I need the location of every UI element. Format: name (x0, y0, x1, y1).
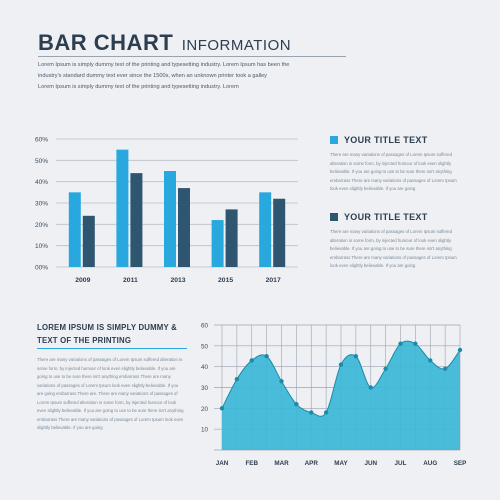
data-point (428, 358, 433, 363)
y-tick-label: 40 (201, 364, 209, 371)
data-point (234, 376, 240, 382)
bar (211, 220, 224, 267)
bar (82, 215, 95, 267)
data-point (413, 341, 418, 346)
data-point (368, 385, 373, 390)
intro-line: Lorem Ipsum is simply dummy text of the … (38, 62, 290, 68)
x-tick-label: JUL (395, 460, 407, 467)
y-tick-label: 50 (201, 343, 209, 350)
x-tick-label: JAN (216, 460, 229, 467)
legend-title: YOUR TITLE TEXT (344, 135, 428, 145)
side-divider (37, 348, 187, 349)
y-tick-label: 60 (201, 323, 209, 330)
data-point (279, 379, 284, 384)
y-tick-label: 30 (201, 385, 209, 392)
legend-swatch (330, 213, 338, 221)
intro-line: industry's standard dummy text ever sinc… (38, 73, 267, 79)
bar (225, 209, 238, 267)
data-point (442, 366, 448, 371)
bar (68, 192, 81, 267)
x-tick-label: MAR (274, 460, 289, 467)
x-tick-label: APR (305, 460, 319, 467)
x-tick-label: AUG (423, 460, 437, 467)
y-tick-label: 60% (35, 137, 48, 144)
data-point (249, 358, 254, 363)
legend-item-1: YOUR TITLE TEXT There are many variation… (330, 135, 460, 194)
x-tick-label: 2013 (170, 277, 185, 284)
x-tick-label: 2009 (75, 277, 90, 284)
y-tick-label: 10% (35, 243, 48, 250)
data-point (383, 366, 388, 371)
bar (116, 149, 129, 267)
x-tick-label: 2011 (123, 277, 138, 284)
bar (164, 171, 176, 267)
legend-title: YOUR TITLE TEXT (344, 212, 428, 222)
x-tick-label: 2017 (266, 277, 281, 284)
y-tick-label: 40% (35, 179, 48, 186)
data-point (338, 362, 344, 367)
x-tick-label: SEP (454, 460, 467, 467)
title-sub: INFORMATION (181, 37, 292, 54)
data-point (219, 406, 225, 411)
bar (273, 198, 286, 267)
data-point (457, 347, 463, 353)
data-point (294, 401, 299, 407)
title-divider (38, 56, 346, 57)
legend-swatch (330, 136, 338, 144)
page-title: BAR CHART INFORMATION (38, 30, 291, 56)
side-paragraph: There are many variations of passages of… (37, 357, 184, 430)
data-point (323, 410, 329, 415)
x-tick-label: JUN (364, 460, 377, 467)
legend-description: There are many variations of passages of… (330, 229, 457, 268)
y-tick-label: 20% (35, 222, 48, 229)
y-tick-label: 10 (201, 427, 209, 434)
data-point (309, 410, 314, 415)
side-heading: LOREM IPSUM IS SIMPLY DUMMY & TEXT OF TH… (37, 323, 177, 345)
intro-text: Lorem Ipsum is simply dummy text of the … (38, 60, 348, 93)
area-fill (222, 341, 460, 450)
y-tick-label: 20 (201, 406, 209, 413)
legend-item-2: YOUR TITLE TEXT There are many variation… (330, 212, 460, 271)
y-tick-label: 30% (35, 201, 48, 208)
intro-line: Lorem Ipsum is simply dummy text of the … (38, 84, 239, 90)
y-tick-label: 00% (35, 265, 48, 272)
x-tick-label: 2015 (218, 277, 233, 284)
title-main: BAR CHART (38, 30, 174, 55)
data-point (353, 354, 359, 359)
x-tick-label: MAY (334, 460, 348, 467)
x-tick-label: FEB (245, 460, 258, 467)
bar (130, 173, 143, 267)
data-point (398, 341, 403, 346)
bar (259, 192, 272, 267)
data-point (264, 354, 269, 359)
y-tick-label: 50% (35, 158, 48, 165)
legend-description: There are many variations of passages of… (330, 152, 457, 191)
bar (178, 188, 190, 267)
